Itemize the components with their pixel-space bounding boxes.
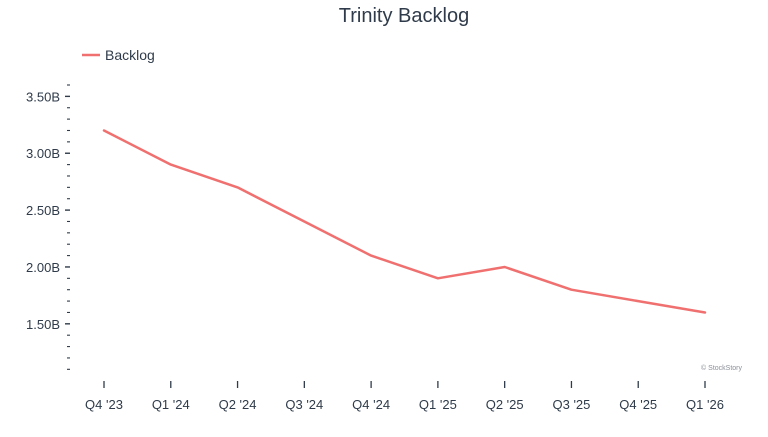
x-tick-label: Q2 '24 (219, 397, 257, 412)
legend-label-backlog: Backlog (105, 47, 155, 63)
x-tick-label: Q1 '25 (419, 397, 457, 412)
series-layer (100, 126, 709, 316)
series-line-backlog (102, 129, 707, 314)
x-axis: Q4 '23 Q1 '24 Q2 '24 Q3 '24 Q4 '24 Q1 '25 Q2 '… (85, 381, 724, 412)
y-tick-label: 2.50B (26, 203, 60, 218)
x-tick-label: Q3 '25 (552, 397, 590, 412)
chart-title: Trinity Backlog (339, 5, 469, 27)
data-point[interactable] (634, 297, 642, 305)
legend: Backlog (82, 47, 155, 63)
stockstory-watermark: © StockStory (701, 364, 742, 372)
data-point[interactable] (434, 274, 442, 282)
data-point[interactable] (100, 126, 108, 134)
y-tick-label: 1.50B (26, 317, 60, 332)
data-point[interactable] (501, 263, 509, 271)
data-point[interactable] (300, 217, 308, 225)
data-point[interactable] (567, 286, 575, 294)
x-tick-label: Q4 '25 (619, 397, 657, 412)
x-tick-label: Q4 '23 (85, 397, 123, 412)
x-tick-label: Q4 '24 (352, 397, 390, 412)
x-tick-label: Q1 '26 (686, 397, 724, 412)
x-tick-label: Q2 '25 (486, 397, 524, 412)
y-tick-label: 3.50B (26, 89, 60, 104)
data-point[interactable] (167, 161, 175, 169)
x-tick-label: Q1 '24 (152, 397, 190, 412)
y-tick-label: 2.00B (26, 260, 60, 275)
data-point[interactable] (234, 183, 242, 191)
y-axis: 1.50B 2.00B 2.50B 3.00B 3.50B (26, 84, 70, 370)
data-point[interactable] (701, 308, 709, 316)
data-point[interactable] (367, 252, 375, 260)
y-tick-label: 3.00B (26, 146, 60, 161)
x-tick-label: Q3 '24 (285, 397, 323, 412)
